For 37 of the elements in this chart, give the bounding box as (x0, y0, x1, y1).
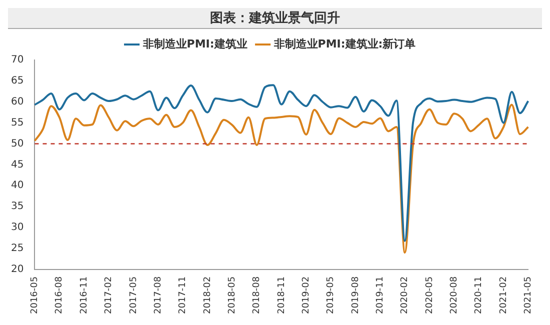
y-tick-label: 55 (10, 117, 24, 128)
y-tick-label: 60 (10, 96, 24, 108)
y-tick-label: 45 (10, 159, 24, 170)
x-tick-label: 2018-08 (252, 276, 262, 314)
x-tick-label: 2016-05 (30, 276, 40, 314)
x-tick-label: 2020-05 (424, 276, 435, 314)
y-tick-label: 25 (10, 243, 24, 254)
x-tick-label: 2019-02 (301, 276, 312, 314)
x-tick-label: 2020-11 (474, 276, 484, 314)
y-tick-label: 35 (10, 201, 24, 212)
x-tick-label: 2020-08 (450, 276, 460, 314)
x-tick-label: 2021-02 (498, 276, 509, 314)
line-series (34, 104, 530, 254)
y-tick-label: 20 (10, 264, 24, 275)
x-tick-label: 2018-05 (227, 276, 238, 314)
x-tick-label: 2017-02 (104, 276, 114, 314)
y-tick-label: 30 (10, 222, 24, 234)
x-tick-label: 2019-08 (350, 276, 361, 314)
x-tick-label: 2020-02 (400, 276, 410, 314)
legend-label: 非制造业PMI:建筑业:新订单 (272, 37, 416, 50)
line-series (34, 84, 530, 242)
chart-title: 图表：建筑业景气回升 (8, 8, 542, 29)
x-tick-label: 2016-11 (79, 276, 90, 314)
y-tick-label: 40 (10, 180, 24, 192)
x-tick-label: 2017-05 (128, 276, 139, 314)
x-tick-label: 2019-05 (326, 276, 336, 314)
x-tick-label: 2016-08 (54, 276, 65, 314)
y-tick-label: 70 (10, 54, 24, 66)
x-tick-label: 2018-11 (276, 276, 287, 314)
x-tick-label: 2017-11 (178, 276, 188, 314)
y-tick-label: 65 (10, 76, 24, 87)
legend-label: 非制造业PMI:建筑业 (142, 37, 248, 50)
x-tick-label: 2019-11 (376, 276, 386, 314)
x-tick-label: 2017-08 (153, 276, 164, 314)
x-tick-label: 2021-05 (524, 276, 534, 314)
y-tick-label: 50 (10, 138, 24, 150)
x-tick-label: 2018-02 (202, 276, 213, 314)
